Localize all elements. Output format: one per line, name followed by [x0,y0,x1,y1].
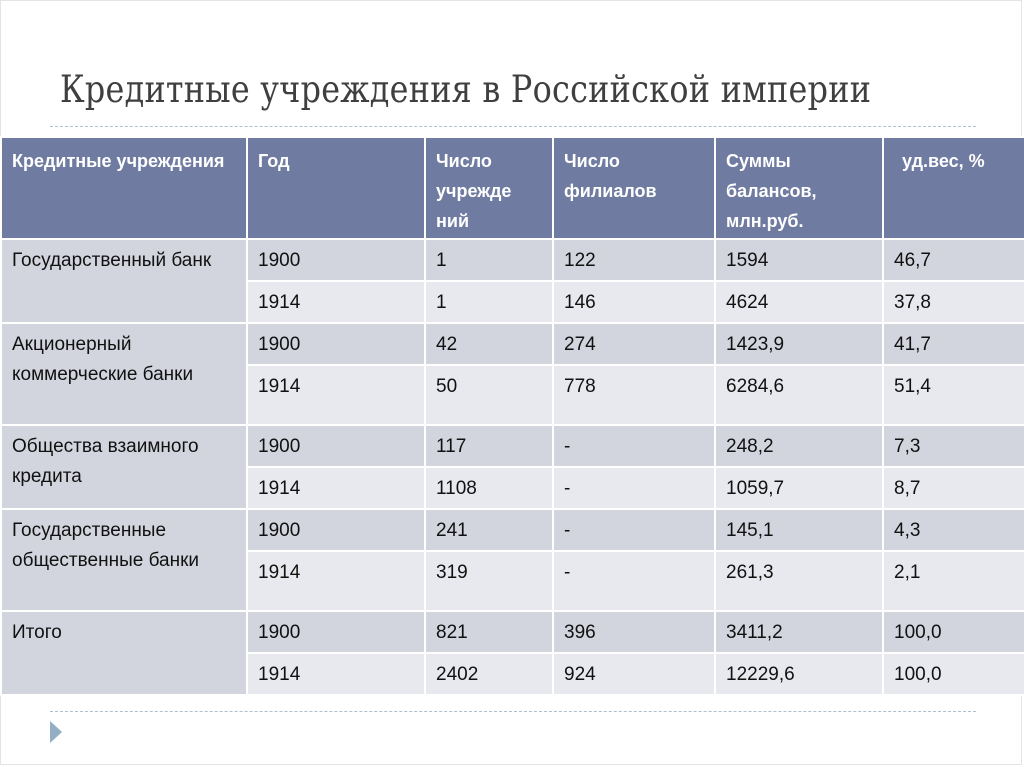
cell-balance: 1594 [714,238,884,282]
cell-balance: 261,3 [714,550,884,612]
table-row: 1914 1 146 4624 37,8 [1,280,1024,324]
header-year: Год [246,136,426,240]
cell-count: 1108 [424,466,554,510]
table-row: Общества взаимного кредита 1900 117 - 24… [0,424,1024,510]
cell-share: 100,0 [882,610,1024,654]
cell-year: 1900 [246,238,426,282]
footer-divider [50,711,976,712]
cell-branches: - [552,508,716,552]
cell-count: 2402 [424,652,554,696]
cell-branches: - [552,466,716,510]
cell-count: 50 [424,364,554,426]
cell-branches: 274 [552,322,716,366]
cell-share: 41,7 [882,322,1024,366]
cell-year: 1914 [246,550,426,612]
cell-year: 1900 [246,610,426,654]
cell-balance: 248,2 [714,424,884,468]
cell-branches: 924 [552,652,716,696]
cell-balance: 6284,6 [714,364,884,426]
cell-count: 117 [424,424,554,468]
table-row: 1914 319 - 261,3 2,1 [1,550,1024,612]
cell-year: 1900 [246,322,426,366]
cell-share: 8,7 [882,466,1024,510]
header-balance-sums: Суммы балансов, млн.руб. [714,136,884,240]
cell-branches: 778 [552,364,716,426]
cell-year: 1900 [246,424,426,468]
header-share-percent: уд.вес, % [882,136,1024,240]
cell-branches: - [552,550,716,612]
credit-institutions-table: Кредитные учреждения Год Число учрежде н… [0,136,1024,696]
table-row: 1914 2402 924 12229,6 100,0 [1,652,1024,696]
cell-balance: 1059,7 [714,466,884,510]
cell-branches: 396 [552,610,716,654]
cell-balance: 4624 [714,280,884,324]
cell-year: 1914 [246,652,426,696]
cell-count: 42 [424,322,554,366]
cell-count: 319 [424,550,554,612]
cell-balance: 1423,9 [714,322,884,366]
cell-year: 1914 [246,280,426,324]
cell-share: 2,1 [882,550,1024,612]
slide-title: Кредитные учреждения в Российской импери… [60,68,872,111]
table-row: 1914 50 778 6284,6 51,4 [1,364,1024,426]
title-divider [50,126,976,127]
institution-name: Общества взаимного кредита [0,424,248,510]
cell-count: 821 [424,610,554,654]
header-branch-count: Число филиалов [552,136,716,240]
cell-balance: 3411,2 [714,610,884,654]
institution-name: Государственный банк [0,238,248,324]
institution-name: Итого [0,610,248,696]
cell-balance: 145,1 [714,508,884,552]
institution-name: Акционерный коммерческие банки [0,322,248,426]
cell-branches: - [552,424,716,468]
table-header-row: Кредитные учреждения Год Число учрежде н… [0,136,1024,240]
cell-share: 37,8 [882,280,1024,324]
cell-count: 1 [424,238,554,282]
cell-year: 1914 [246,466,426,510]
cell-share: 4,3 [882,508,1024,552]
cell-count: 241 [424,508,554,552]
cell-year: 1900 [246,508,426,552]
table-row: Итого 1900 821 396 3411,2 100,0 [0,610,1024,696]
table-row: Акционерный коммерческие банки 1900 42 2… [0,322,1024,426]
cell-balance: 12229,6 [714,652,884,696]
header-institution-count: Число учрежде ний [424,136,554,240]
cell-share: 7,3 [882,424,1024,468]
cell-count: 1 [424,280,554,324]
cell-branches: 122 [552,238,716,282]
table-row: 1914 1108 - 1059,7 8,7 [1,466,1024,510]
cell-share: 46,7 [882,238,1024,282]
table-row: Государственные общественные банки 1900 … [0,508,1024,612]
triangle-bullet-icon [50,721,62,743]
cell-share: 100,0 [882,652,1024,696]
cell-year: 1914 [246,364,426,426]
cell-share: 51,4 [882,364,1024,426]
institution-name: Государственные общественные банки [0,508,248,612]
table-row: Государственный банк 1900 1 122 1594 46,… [0,238,1024,324]
cell-branches: 146 [552,280,716,324]
header-institutions: Кредитные учреждения [0,136,248,240]
